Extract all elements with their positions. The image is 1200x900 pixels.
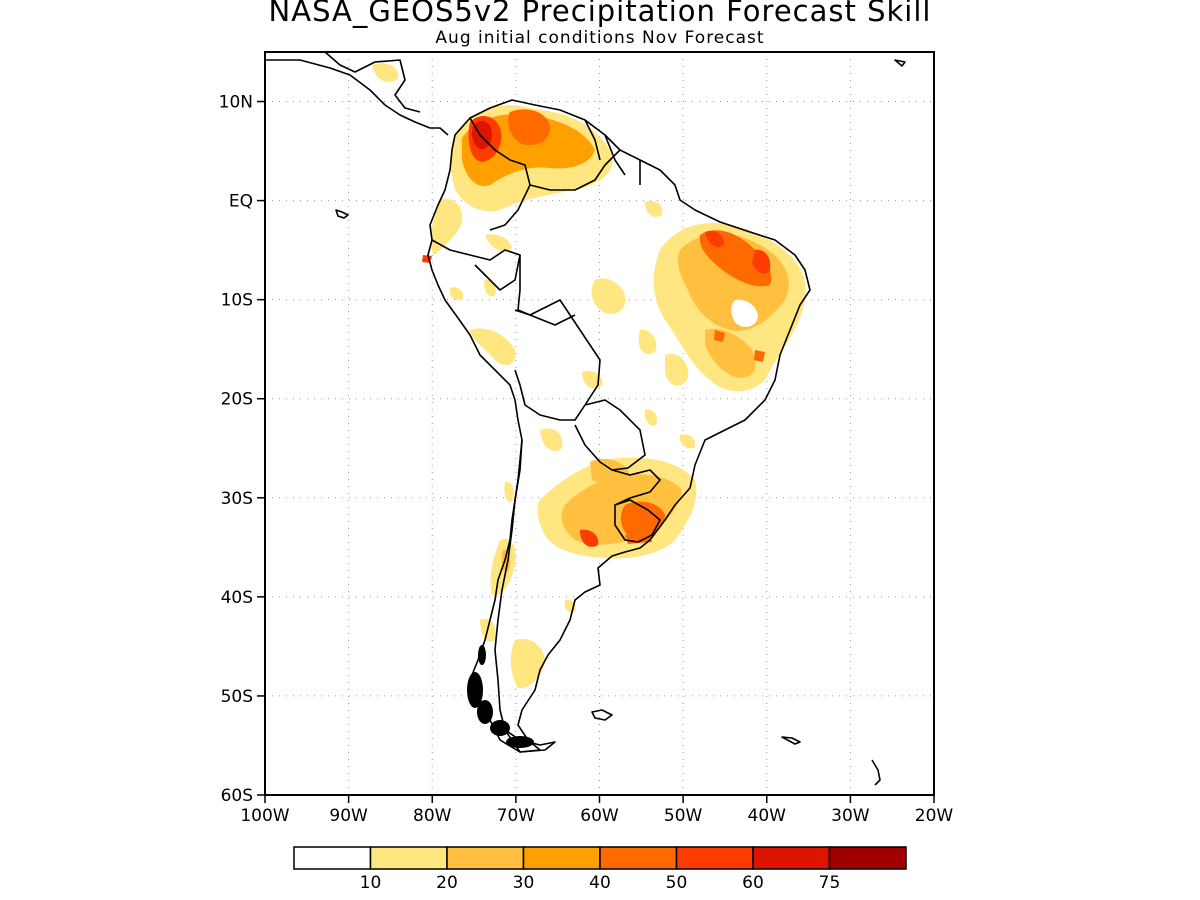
colorbar-label: 50	[666, 873, 688, 893]
colorbar-label: 60	[742, 873, 764, 893]
shade-ne-brazil-hot-2	[705, 230, 725, 248]
falklands	[591, 709, 613, 721]
shade-central-1	[591, 278, 626, 315]
caribbean-isle	[894, 59, 906, 67]
colorbar: 10 20 30 40 50 60 75	[293, 846, 907, 893]
colorbar-swatch	[752, 846, 831, 870]
sandwich-islands	[871, 759, 881, 786]
shade-central-11	[644, 409, 658, 426]
shade-central-7	[449, 287, 464, 301]
x-tick-label: 90W	[329, 806, 368, 826]
shade-central-6	[485, 234, 512, 252]
colorbar-swatch	[293, 846, 372, 870]
border-uruguay	[614, 499, 661, 543]
central-america	[265, 59, 449, 136]
coastlines	[265, 52, 906, 786]
grid-lines	[265, 52, 934, 795]
shade-ne-brazil-south	[705, 328, 756, 378]
colorbar-label: 40	[589, 873, 611, 893]
border-argentina-brazil	[611, 469, 661, 506]
colorbar-swatch	[599, 846, 678, 870]
border-ecuador-peru	[431, 239, 521, 291]
south-america-outline	[427, 99, 811, 753]
shade-central-5	[645, 200, 663, 217]
x-tick-label: 80W	[413, 806, 452, 826]
border-venezuela-brazil	[529, 149, 621, 191]
shade-central-10	[679, 434, 696, 449]
x-tick-label: 30W	[831, 806, 870, 826]
y-tick-label: 40S	[221, 588, 253, 608]
shade-south-north-patch-2	[590, 458, 630, 485]
border-colombia-venezuela	[469, 117, 531, 231]
shade-colombia-west	[430, 198, 463, 255]
x-tick-label: 20W	[915, 806, 954, 826]
shade-ne-brazil-spot	[714, 330, 725, 342]
x-tick-label: 40W	[748, 806, 787, 826]
shade-andes-3	[504, 481, 514, 503]
axis-ticks	[257, 100, 935, 803]
shade-patagonia-1	[510, 638, 545, 689]
y-tick-label: EQ	[229, 192, 253, 212]
central-america-b	[324, 52, 421, 113]
colorbar-label: 75	[819, 873, 841, 893]
shade-ne-brazil-spot-2	[754, 350, 765, 362]
fjord-3	[490, 720, 510, 736]
chart-subtitle: Aug initial conditions Nov Forecast	[435, 28, 765, 48]
shade-caribbean-1	[372, 63, 399, 82]
colorbar-swatch	[369, 846, 448, 870]
chart-title: NASA_GEOS5v2 Precipitation Forecast Skil…	[268, 0, 932, 28]
fjord-1	[467, 672, 483, 708]
y-axis-labels: 10N EQ 10S 20S 30S 40S 50S 60S	[219, 93, 253, 806]
shade-white-hole	[731, 299, 758, 327]
colorbar-swatch	[522, 846, 601, 870]
chile-fjords	[467, 645, 534, 748]
colorbar-label: 30	[513, 873, 535, 893]
y-tick-label: 10S	[221, 291, 253, 311]
shade-central-3	[665, 353, 689, 386]
x-tick-label: 70W	[497, 806, 536, 826]
fjord-2	[477, 700, 493, 724]
map-layer	[265, 52, 906, 786]
fjord-5	[478, 645, 486, 665]
y-tick-label: 30S	[221, 489, 253, 509]
y-tick-label: 50S	[221, 687, 253, 707]
x-tick-label: 60W	[580, 806, 619, 826]
x-tick-label: 50W	[664, 806, 703, 826]
south-georgia	[781, 736, 801, 745]
x-axis-labels: 100W 90W 80W 70W 60W 50W 40W 30W 20W	[240, 806, 953, 826]
colorbar-label: 10	[360, 873, 382, 893]
border-paraguay	[574, 399, 646, 471]
galapagos	[335, 209, 349, 219]
skill-shading	[372, 63, 806, 689]
colorbar-swatch	[446, 846, 525, 870]
border-chile-argentina	[494, 439, 523, 731]
y-tick-label: 60S	[221, 786, 253, 806]
shade-south-core	[620, 501, 665, 539]
colorbar-label: 20	[436, 873, 458, 893]
border-guianas	[584, 119, 641, 185]
x-tick-label: 100W	[240, 806, 289, 826]
colorbar-swatch	[828, 846, 907, 870]
y-tick-label: 10N	[219, 93, 253, 113]
shade-south-hot	[580, 529, 599, 547]
shade-north-core-2	[508, 109, 551, 146]
y-tick-label: 20S	[221, 390, 253, 410]
shade-central-2	[638, 329, 657, 354]
shade-central-9	[470, 328, 516, 366]
colorbar-swatch	[675, 846, 754, 870]
fjord-4	[506, 736, 534, 748]
shade-south-north-patch	[540, 428, 563, 451]
shade-ne-brazil-hot	[752, 249, 771, 274]
